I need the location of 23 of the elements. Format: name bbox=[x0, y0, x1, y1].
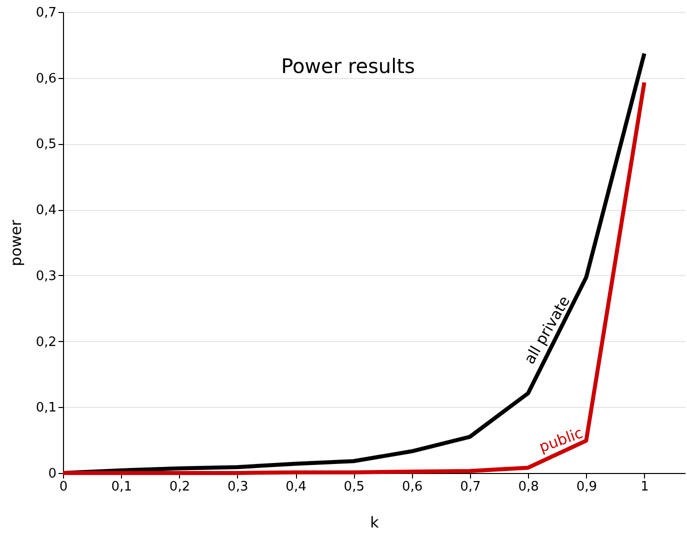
x-tick-label: 0,4 bbox=[286, 480, 306, 494]
x-tick-label: 0,6 bbox=[402, 480, 423, 494]
y-axis-title: power bbox=[6, 218, 25, 266]
y-tick-label: 0,1 bbox=[36, 400, 56, 416]
y-tick-label: 0 bbox=[48, 466, 56, 482]
y-tick-label: 0,3 bbox=[36, 268, 56, 284]
x-tick-label: 0,8 bbox=[518, 480, 539, 494]
y-tick-label: 0,5 bbox=[36, 137, 56, 152]
x-tick-label: 0 bbox=[59, 480, 68, 494]
x-tick-label: 0,2 bbox=[169, 480, 190, 494]
annotation: public bbox=[536, 424, 586, 456]
x-tick-label: 0,3 bbox=[228, 480, 248, 494]
y-tick-label: 0,6 bbox=[36, 71, 56, 86]
x-axis-title: k bbox=[370, 514, 380, 532]
x-tick-label: 0,1 bbox=[111, 480, 132, 494]
x-tick-label: 0,5 bbox=[344, 480, 364, 494]
x-tick-label: 1 bbox=[640, 480, 649, 494]
x-tick-label: 0,7 bbox=[460, 480, 481, 494]
y-tick-label: 0,4 bbox=[36, 203, 56, 218]
x-tick-label: 0,9 bbox=[576, 480, 598, 494]
text: Power results bbox=[281, 54, 415, 78]
y-tick-label: 0,7 bbox=[36, 6, 56, 20]
y-tick-label: 0,2 bbox=[36, 334, 56, 350]
